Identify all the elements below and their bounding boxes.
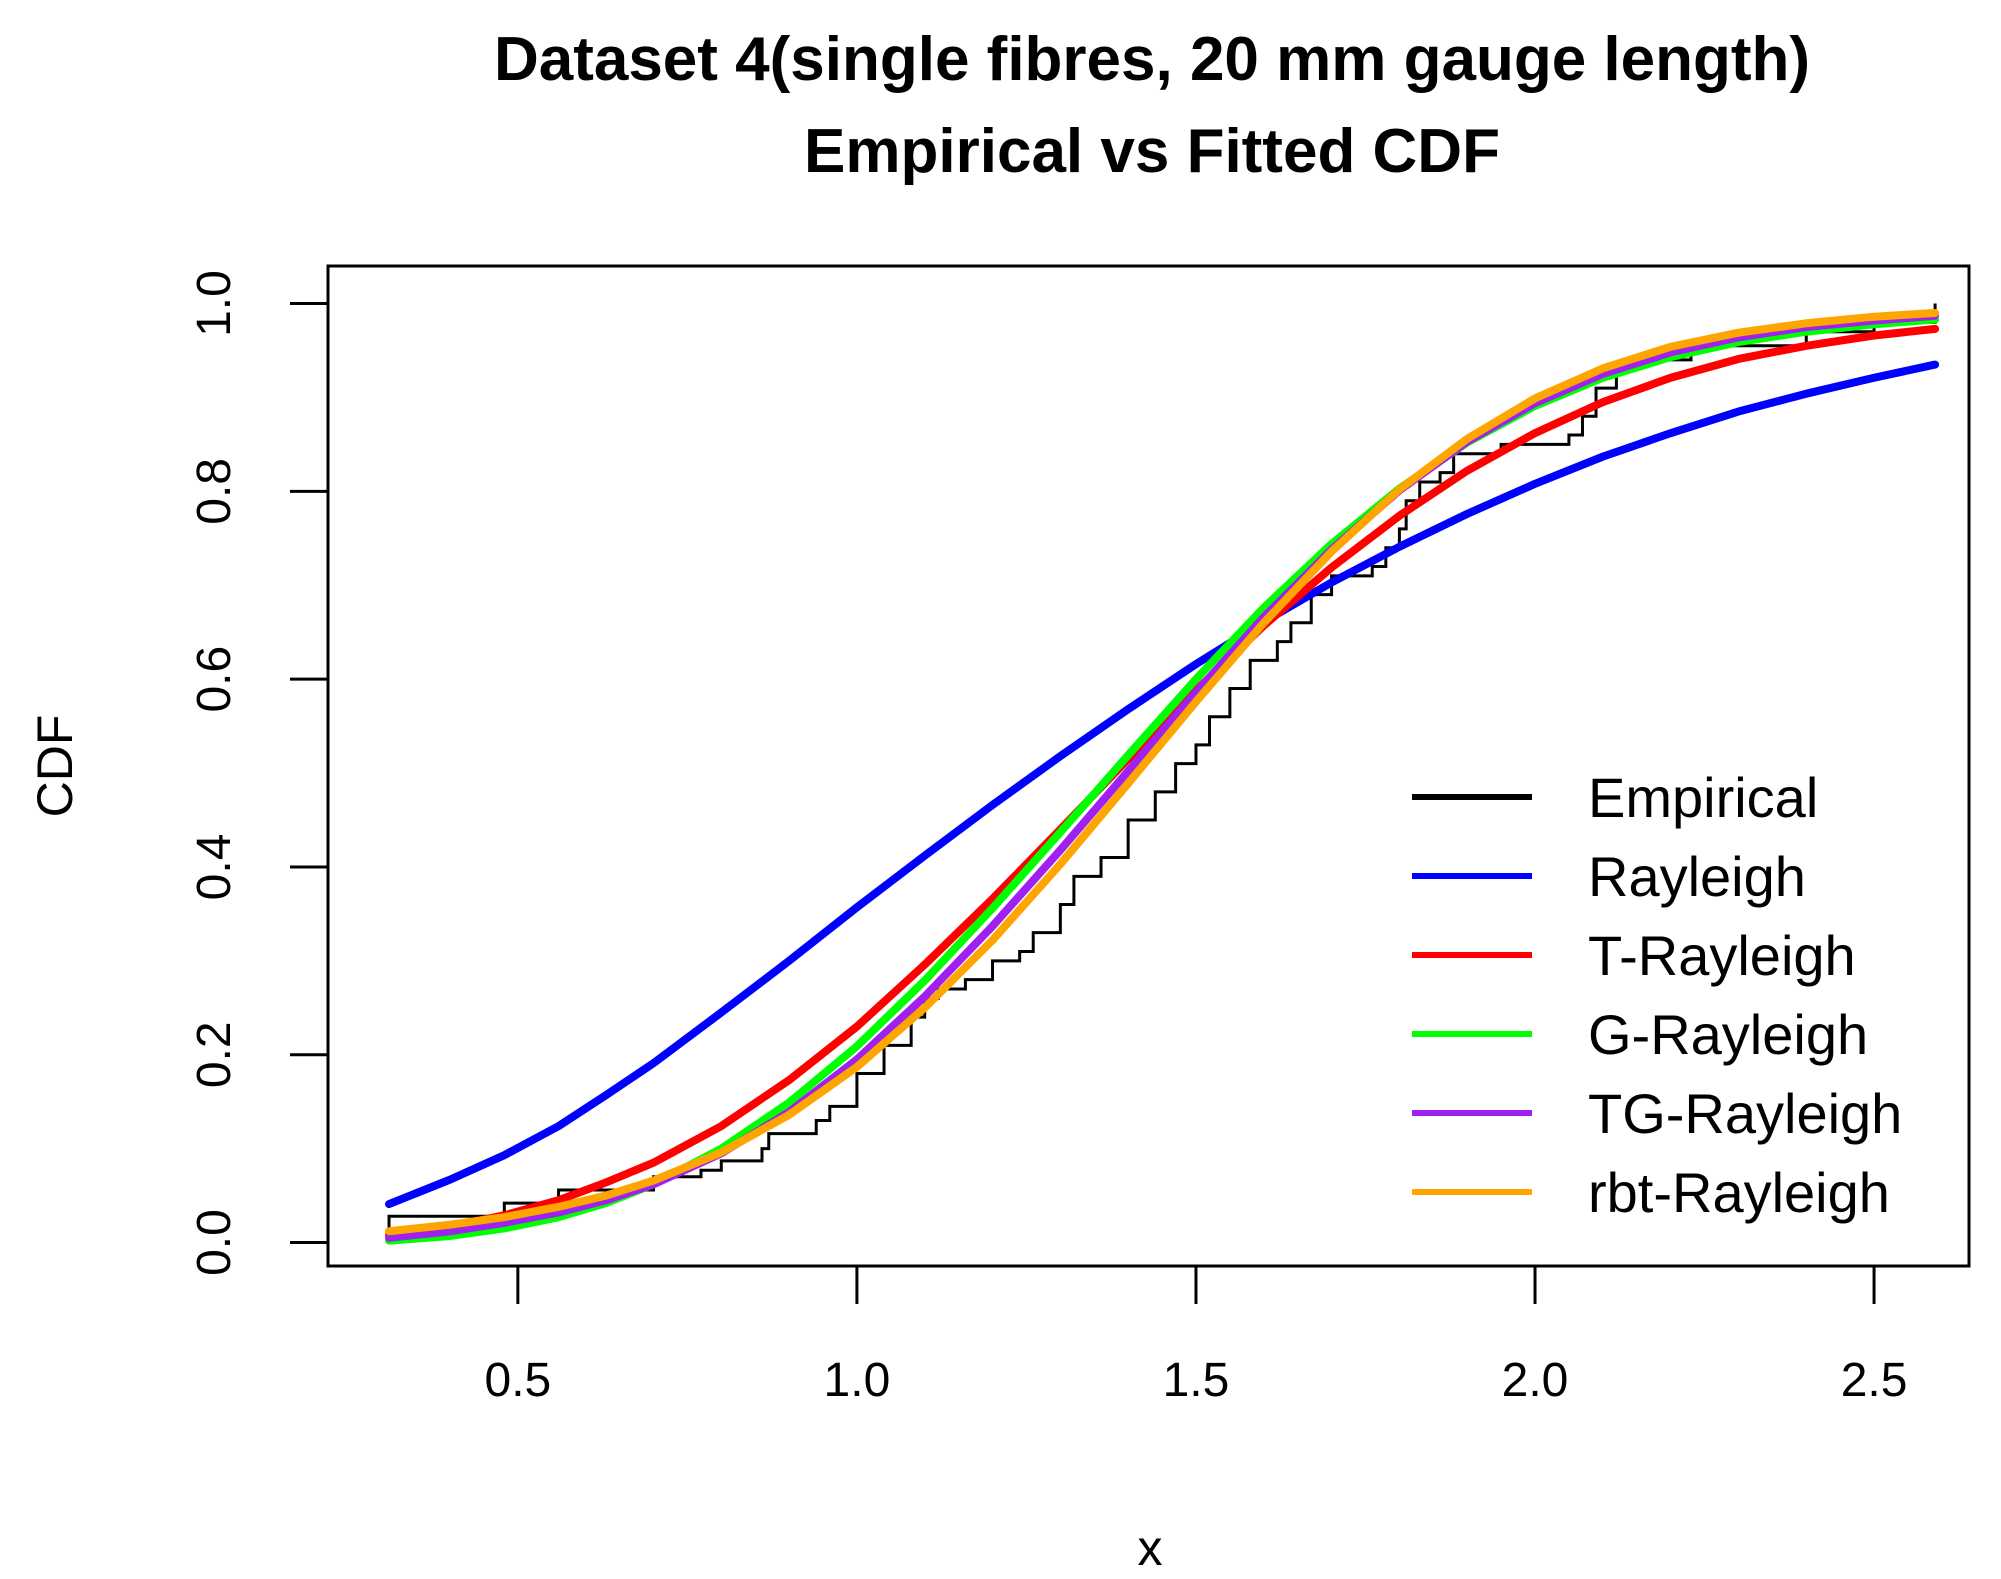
legend-label-g-rayleigh: G-Rayleigh: [1588, 1003, 1868, 1066]
x-axis: 0.5 1.0 1.5 2.0 2.5: [485, 1264, 1908, 1407]
series-layer: [385, 303, 1940, 1245]
series-line-rbt-rayleigh: [385, 308, 1940, 1236]
x-tick-label: 0.5: [485, 1354, 552, 1407]
y-tick-label: 1.0: [188, 270, 241, 337]
legend-label-tg-rayleigh: TG-Rayleigh: [1588, 1082, 1902, 1145]
x-tick-label: 1.5: [1163, 1354, 1230, 1407]
chart-title: Dataset 4(single fibres, 20 mm gauge len…: [494, 25, 1810, 94]
y-tick-label: 0.0: [188, 1209, 241, 1276]
chart-subtitle: Empirical vs Fitted CDF: [804, 117, 1500, 186]
x-tick-label: 2.0: [1502, 1354, 1569, 1407]
legend-label-t-rayleigh: T-Rayleigh: [1588, 924, 1856, 987]
y-tick-label: 0.8: [188, 458, 241, 525]
legend-label-rbt-rayleigh: rbt-Rayleigh: [1588, 1161, 1890, 1224]
legend-label-empirical: Empirical: [1588, 766, 1818, 829]
series-line-rayleigh: [385, 360, 1940, 1209]
legend-label-rayleigh: Rayleigh: [1588, 845, 1806, 908]
y-tick-label: 0.2: [188, 1021, 241, 1088]
x-tick-label: 2.5: [1841, 1354, 1908, 1407]
x-tick-label: 1.0: [824, 1354, 891, 1407]
y-axis-label: CDF: [27, 715, 83, 818]
y-tick-label: 0.4: [188, 834, 241, 901]
series-line-empirical: [387, 303, 1937, 1243]
y-axis: 0.0 0.2 0.4 0.6 0.8 1.0: [188, 270, 330, 1276]
legend: Empirical Rayleigh T-Rayleigh G-Rayleigh…: [1412, 766, 1902, 1224]
series-line-tg-rayleigh: [385, 311, 1940, 1242]
y-tick-label: 0.6: [188, 646, 241, 713]
x-axis-label: x: [1138, 1520, 1163, 1576]
